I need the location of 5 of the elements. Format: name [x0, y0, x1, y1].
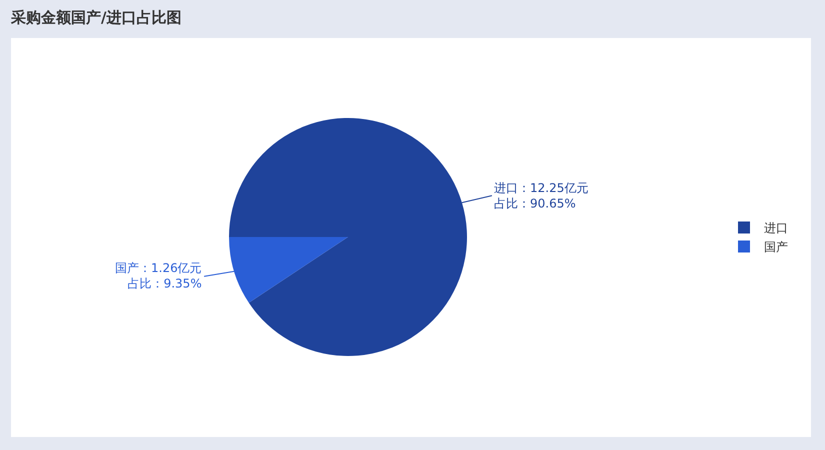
chart-title: 采购金额国产/进口占比图	[10, 8, 182, 26]
data-label: 进口：12.25亿元占比：90.65%	[494, 181, 588, 211]
legend-label: 国产	[764, 240, 788, 254]
legend-label: 进口	[764, 221, 788, 236]
data-label: 国产：1.26亿元占比：9.35%	[115, 261, 202, 291]
